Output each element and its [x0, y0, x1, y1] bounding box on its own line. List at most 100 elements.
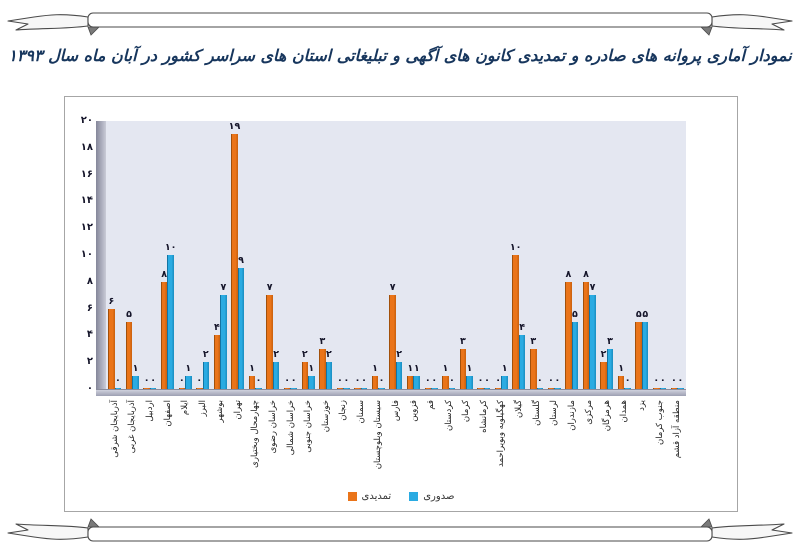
- x-axis-label: البرز: [197, 400, 208, 417]
- bar-value-label: ۳: [319, 335, 326, 347]
- bar-value-label: ۸: [565, 268, 572, 280]
- x-axis-label: کردستان: [443, 400, 454, 432]
- bar-renewal: [266, 295, 273, 389]
- y-axis-tick-label: ۲: [86, 356, 93, 368]
- chart-title: نمودار آماری پروانه های صادره و تمدیدی ک…: [8, 46, 792, 65]
- bar-value-label: ۰: [448, 374, 455, 386]
- bar-renewal: [582, 281, 590, 389]
- bar-value-label: ۳: [607, 335, 613, 347]
- bar-value-label: ۵: [642, 309, 649, 320]
- x-axis-label: تهران: [232, 400, 243, 420]
- bar-issuance: [571, 322, 579, 389]
- bar-value-label: ۰: [354, 374, 361, 386]
- legend-swatch: [409, 491, 419, 501]
- bar-value-label: ۰: [477, 374, 484, 386]
- bar-value-label: ۰: [290, 374, 297, 386]
- x-axis-label: اردبیل: [144, 400, 155, 422]
- x-axis-label: همدان: [619, 400, 630, 423]
- ribbon-top-border: [7, 12, 793, 36]
- bar-value-label: ۰: [178, 374, 185, 386]
- bar-value-label: ۲: [600, 349, 607, 361]
- bar-value-label: ۱: [185, 362, 192, 374]
- bar-renewal: [371, 375, 379, 389]
- x-axis-label: فارس: [391, 400, 401, 422]
- bar-value-label: ۹: [238, 255, 244, 267]
- bar-issuance: [431, 387, 438, 389]
- bar-issuance: [624, 387, 631, 389]
- chart-3d-wall: [96, 121, 106, 389]
- x-axis-label: چهارمحال وبختیاری: [250, 400, 261, 468]
- bar-value-label: ۰: [484, 374, 490, 386]
- bar-renewal: [600, 362, 607, 389]
- bar-value-label: ۰: [150, 374, 156, 386]
- bar-renewal: [547, 387, 555, 389]
- bar-issuance: [360, 387, 368, 389]
- x-axis-label: مازندران: [566, 400, 577, 431]
- y-axis-tick-label: ۱۶: [80, 168, 93, 180]
- bar-value-label: ۰: [255, 374, 262, 386]
- bar-issuance: [325, 362, 333, 389]
- chart-3d-floor: [96, 389, 686, 396]
- bar-issuance: [343, 387, 350, 389]
- bar-issuance: [677, 387, 684, 389]
- bar-renewal: [143, 387, 150, 389]
- x-axis-label: خراسان شمالی: [285, 400, 296, 456]
- bar-value-label: ۰: [670, 374, 677, 386]
- bar-renewal: [459, 348, 467, 389]
- bar-issuance: [237, 268, 245, 389]
- bar-value-label: ۰: [624, 374, 631, 386]
- bar-value-label: ۰: [115, 374, 121, 386]
- bar-issuance: [220, 295, 227, 389]
- bar-value-label: ۵: [572, 309, 578, 320]
- ribbon-bottom-border: [7, 518, 793, 542]
- bar-renewal: [512, 255, 519, 389]
- bar-issuance: [185, 375, 192, 389]
- x-axis-label: هرمزگان: [601, 400, 612, 432]
- bar-issuance: [272, 362, 280, 389]
- bar-value-label: ۰: [143, 374, 150, 386]
- bar-issuance: [554, 387, 561, 389]
- x-axis-label: لرستان: [549, 400, 560, 426]
- bar-renewal: [406, 375, 414, 389]
- x-axis-label: آذربایجان شرقی: [109, 400, 120, 458]
- bar-value-label: ۱: [308, 362, 315, 374]
- bar-value-label: ۰: [431, 374, 438, 386]
- bar-value-label: ۲: [202, 349, 209, 361]
- bar-value-label: ۸: [161, 268, 168, 280]
- x-axis-label: اصفهان: [162, 400, 173, 427]
- x-axis-label: گیلان: [514, 400, 525, 418]
- x-axis-label: خراسان جنوبی: [303, 400, 314, 453]
- bar-issuance: [448, 387, 456, 389]
- bar-value-label: ۸: [583, 268, 589, 280]
- bar-value-label: ۰: [343, 374, 350, 386]
- x-axis-label: کهگیلویه وبویراحمد: [496, 400, 507, 467]
- bar-issuance: [378, 387, 385, 389]
- bar-renewal: [635, 322, 642, 389]
- bar-value-label: ۳: [530, 335, 537, 347]
- x-axis-label: ایلام: [180, 400, 191, 416]
- bar-value-label: ۰: [536, 374, 543, 386]
- bar-value-label: ۱۰: [509, 242, 522, 253]
- bar-value-label: ۶: [108, 295, 115, 307]
- bar-value-label: ۵: [635, 309, 642, 320]
- x-axis-label: منطقه آزاد قشم: [672, 400, 683, 459]
- bar-renewal: [319, 348, 326, 389]
- bar-issuance: [255, 387, 262, 389]
- bar-value-label: ۲: [301, 349, 308, 361]
- x-axis-label: مرکزی: [584, 400, 595, 425]
- bar-renewal: [670, 387, 678, 389]
- bar-value-label: ۱: [413, 362, 420, 374]
- y-axis-tick-label: ۶: [86, 302, 93, 314]
- x-axis-label: جنوب کرمان: [654, 400, 665, 446]
- bar-value-label: ۱۹: [228, 121, 241, 133]
- bar-value-label: ۰: [337, 374, 343, 386]
- bar-value-label: ۱: [466, 362, 473, 374]
- y-axis-tick-label: ۰: [86, 383, 93, 394]
- bar-value-label: ۱: [132, 362, 139, 374]
- bar-value-label: ۴: [519, 322, 526, 334]
- bar-value-label: ۰: [424, 374, 431, 386]
- x-axis-label: یزد: [637, 400, 648, 411]
- bar-renewal: [442, 375, 449, 389]
- bar-renewal: [125, 322, 133, 389]
- bar-issuance: [659, 387, 667, 389]
